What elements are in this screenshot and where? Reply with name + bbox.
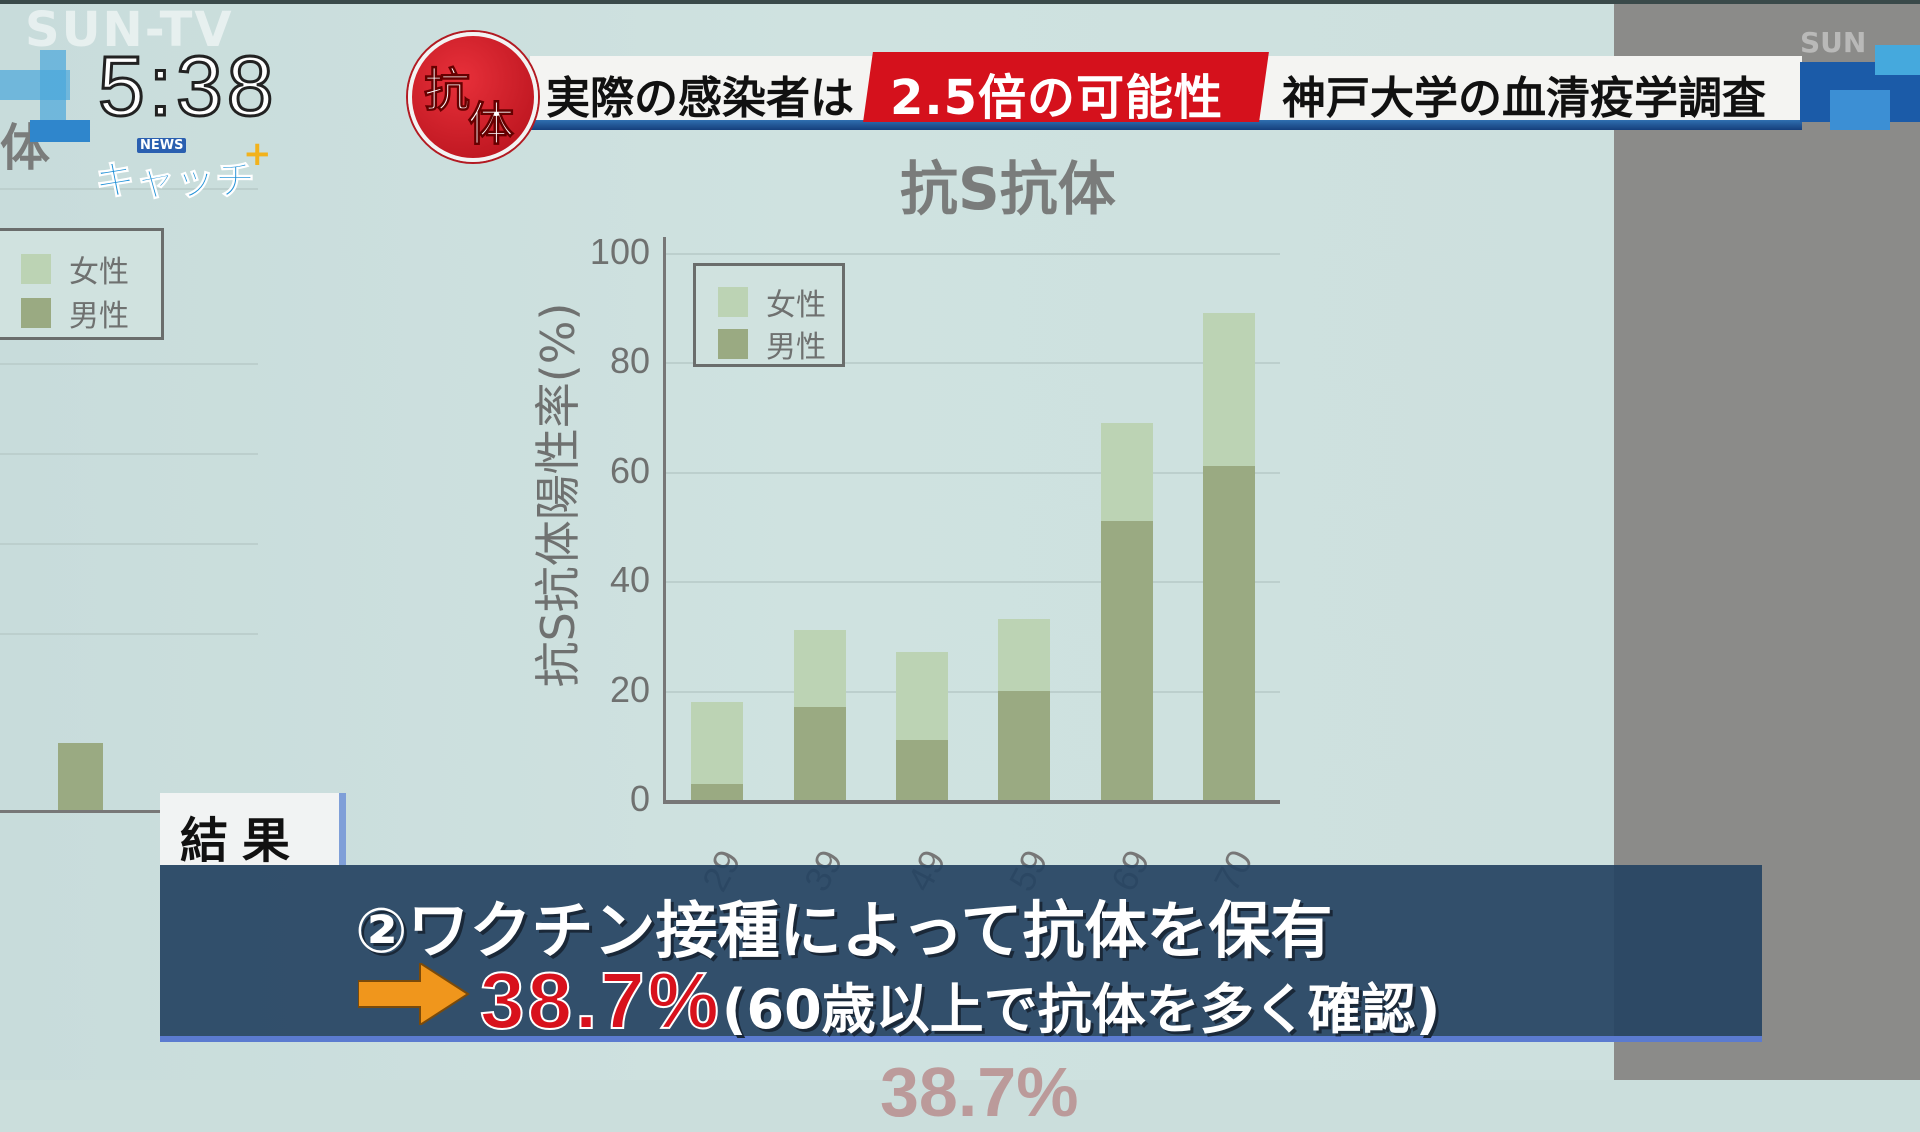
plus-decoration: [30, 120, 90, 142]
gridline: [666, 253, 1280, 255]
result-tab-label: 結果: [180, 813, 305, 869]
plus-decoration: [1830, 90, 1890, 130]
gridline: [666, 362, 1280, 365]
gridline: [666, 690, 1280, 693]
x-axis: [663, 800, 1280, 804]
headline-underline: [520, 120, 1802, 130]
gridline: [666, 471, 1280, 474]
bar-female: [691, 701, 744, 784]
bar-female: [895, 652, 948, 740]
gridline: [666, 581, 1280, 584]
legend-label-male: 男性: [766, 330, 826, 365]
logo-news: NEWS: [137, 138, 187, 153]
legend-label-female: 女性: [766, 288, 826, 323]
bar-male: [895, 739, 948, 800]
plot-area: 020406080100293949596970: [589, 231, 1280, 898]
chart-title: 抗S抗体: [900, 155, 1116, 223]
y-tick-label: 0: [629, 778, 650, 819]
bar-female: [1100, 422, 1153, 522]
bar-female: [998, 619, 1051, 691]
plus-decoration: [40, 50, 66, 120]
left-chart-legend: 女性 男性: [0, 228, 164, 340]
headline-text-2: 神戸大学の血清疫学調査: [1282, 73, 1766, 124]
result-percent: 38.7%: [479, 955, 722, 1046]
slide-bottom-fragment: 38.7%: [880, 1053, 1079, 1131]
result-line-2: 38.7%(60歳以上で抗体を多く確認): [479, 955, 1441, 1047]
channel-watermark: SUN-TV: [25, 2, 234, 58]
bar-male: [1202, 466, 1255, 800]
channel-mark: SUN: [1800, 26, 1867, 59]
y-tick-label: 80: [609, 340, 650, 382]
top-edge: [0, 0, 1920, 4]
legend-swatch-female: [718, 287, 748, 317]
result-tab: 結果: [160, 793, 346, 869]
logo-name: キャッチ: [95, 158, 256, 205]
badge-char: 抗: [424, 63, 471, 118]
legend-swatch-male: [718, 329, 748, 359]
legend-label: 男性: [69, 299, 129, 334]
left-chart-x-axis: [0, 810, 165, 813]
y-tick-label: 60: [609, 449, 650, 491]
headline-highlight: 2.5倍の可能性: [890, 70, 1224, 126]
bar-male: [691, 783, 744, 800]
headline-badge: 抗 体: [408, 32, 538, 162]
logo-plus: +: [243, 134, 272, 174]
left-chart-bar: [58, 743, 103, 810]
arrow-right-icon: [358, 963, 470, 1025]
headline-text-1: 実際の感染者は: [546, 73, 854, 124]
bar-male: [1100, 521, 1153, 800]
result-note: (60歳以上で抗体を多く確認): [721, 978, 1441, 1041]
legend-label: 女性: [69, 255, 129, 290]
plus-decoration: [1875, 45, 1920, 75]
bar-female: [793, 630, 846, 707]
y-tick-label: 100: [589, 231, 650, 272]
clock: 5:38: [97, 38, 278, 135]
result-line-1: ②ワクチン接種によって抗体を保有: [355, 894, 1333, 967]
bar-female: [1202, 313, 1255, 467]
y-tick-label: 40: [609, 559, 650, 601]
y-tick-label: 20: [609, 668, 650, 710]
chart-legend: 女性 男性: [693, 263, 845, 367]
badge-char: 体: [468, 97, 515, 152]
bar-male: [998, 690, 1051, 800]
bar-male: [793, 707, 846, 800]
y-axis: [663, 237, 666, 803]
